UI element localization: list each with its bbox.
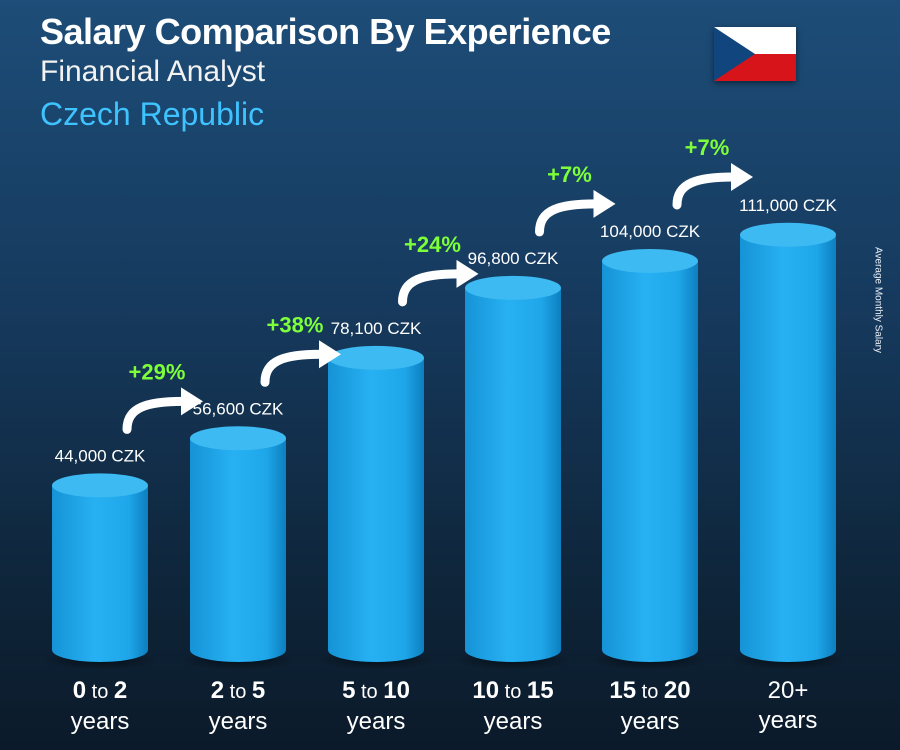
x-tick-label: 0 to 2 years <box>70 677 130 735</box>
increase-arrow-icon <box>535 189 616 237</box>
bar-5 <box>728 222 848 670</box>
increase-percent: +7% <box>685 135 730 160</box>
bar-body <box>52 485 148 662</box>
x-tick-label: 20+ years <box>758 677 818 734</box>
value-label: 104,000 CZK <box>600 222 701 241</box>
bar-body <box>328 357 424 662</box>
increase-arrow-icon <box>260 340 341 387</box>
czech-flag-icon <box>714 27 796 81</box>
bar-top <box>328 345 424 370</box>
value-label: 96,800 CZK <box>468 249 559 268</box>
increase-percent: +29% <box>129 359 186 384</box>
x-tick-label: 2 to 5 years <box>208 677 268 735</box>
increase-arrow-icon <box>398 259 479 307</box>
x-tick-label: 5 to 10 years <box>342 677 410 735</box>
increase-percent: +7% <box>547 162 592 187</box>
value-label: 44,000 CZK <box>55 446 146 465</box>
value-label: 56,600 CZK <box>193 399 284 418</box>
bar-body <box>465 287 561 662</box>
increase-arrow-icon <box>672 162 753 210</box>
value-label: 78,100 CZK <box>331 319 422 338</box>
bar-top <box>190 426 286 451</box>
x-tick-label: 15 to 20 years <box>609 677 691 735</box>
bar-top <box>740 222 836 247</box>
bar-top <box>465 275 561 300</box>
bar-top <box>602 248 698 273</box>
increase-arrow-icon <box>122 387 203 434</box>
bar-body <box>602 260 698 662</box>
bar-1 <box>178 426 298 670</box>
value-label: 111,000 CZK <box>739 196 837 215</box>
bar-4 <box>590 248 710 670</box>
country-name: Czech Republic <box>40 96 265 132</box>
bar-2 <box>316 345 436 670</box>
bar-0 <box>40 473 160 670</box>
bar-body <box>190 438 286 662</box>
increase-percent: +24% <box>404 232 461 257</box>
job-title: Financial Analyst <box>40 55 266 88</box>
chart-title: Salary Comparison By Experience <box>40 11 611 52</box>
bar-top <box>52 473 148 498</box>
x-tick-label: 10 to 15 years <box>472 677 554 735</box>
increase-percent: +38% <box>267 312 324 337</box>
bar-3 <box>453 275 573 670</box>
bar-body <box>740 234 836 662</box>
